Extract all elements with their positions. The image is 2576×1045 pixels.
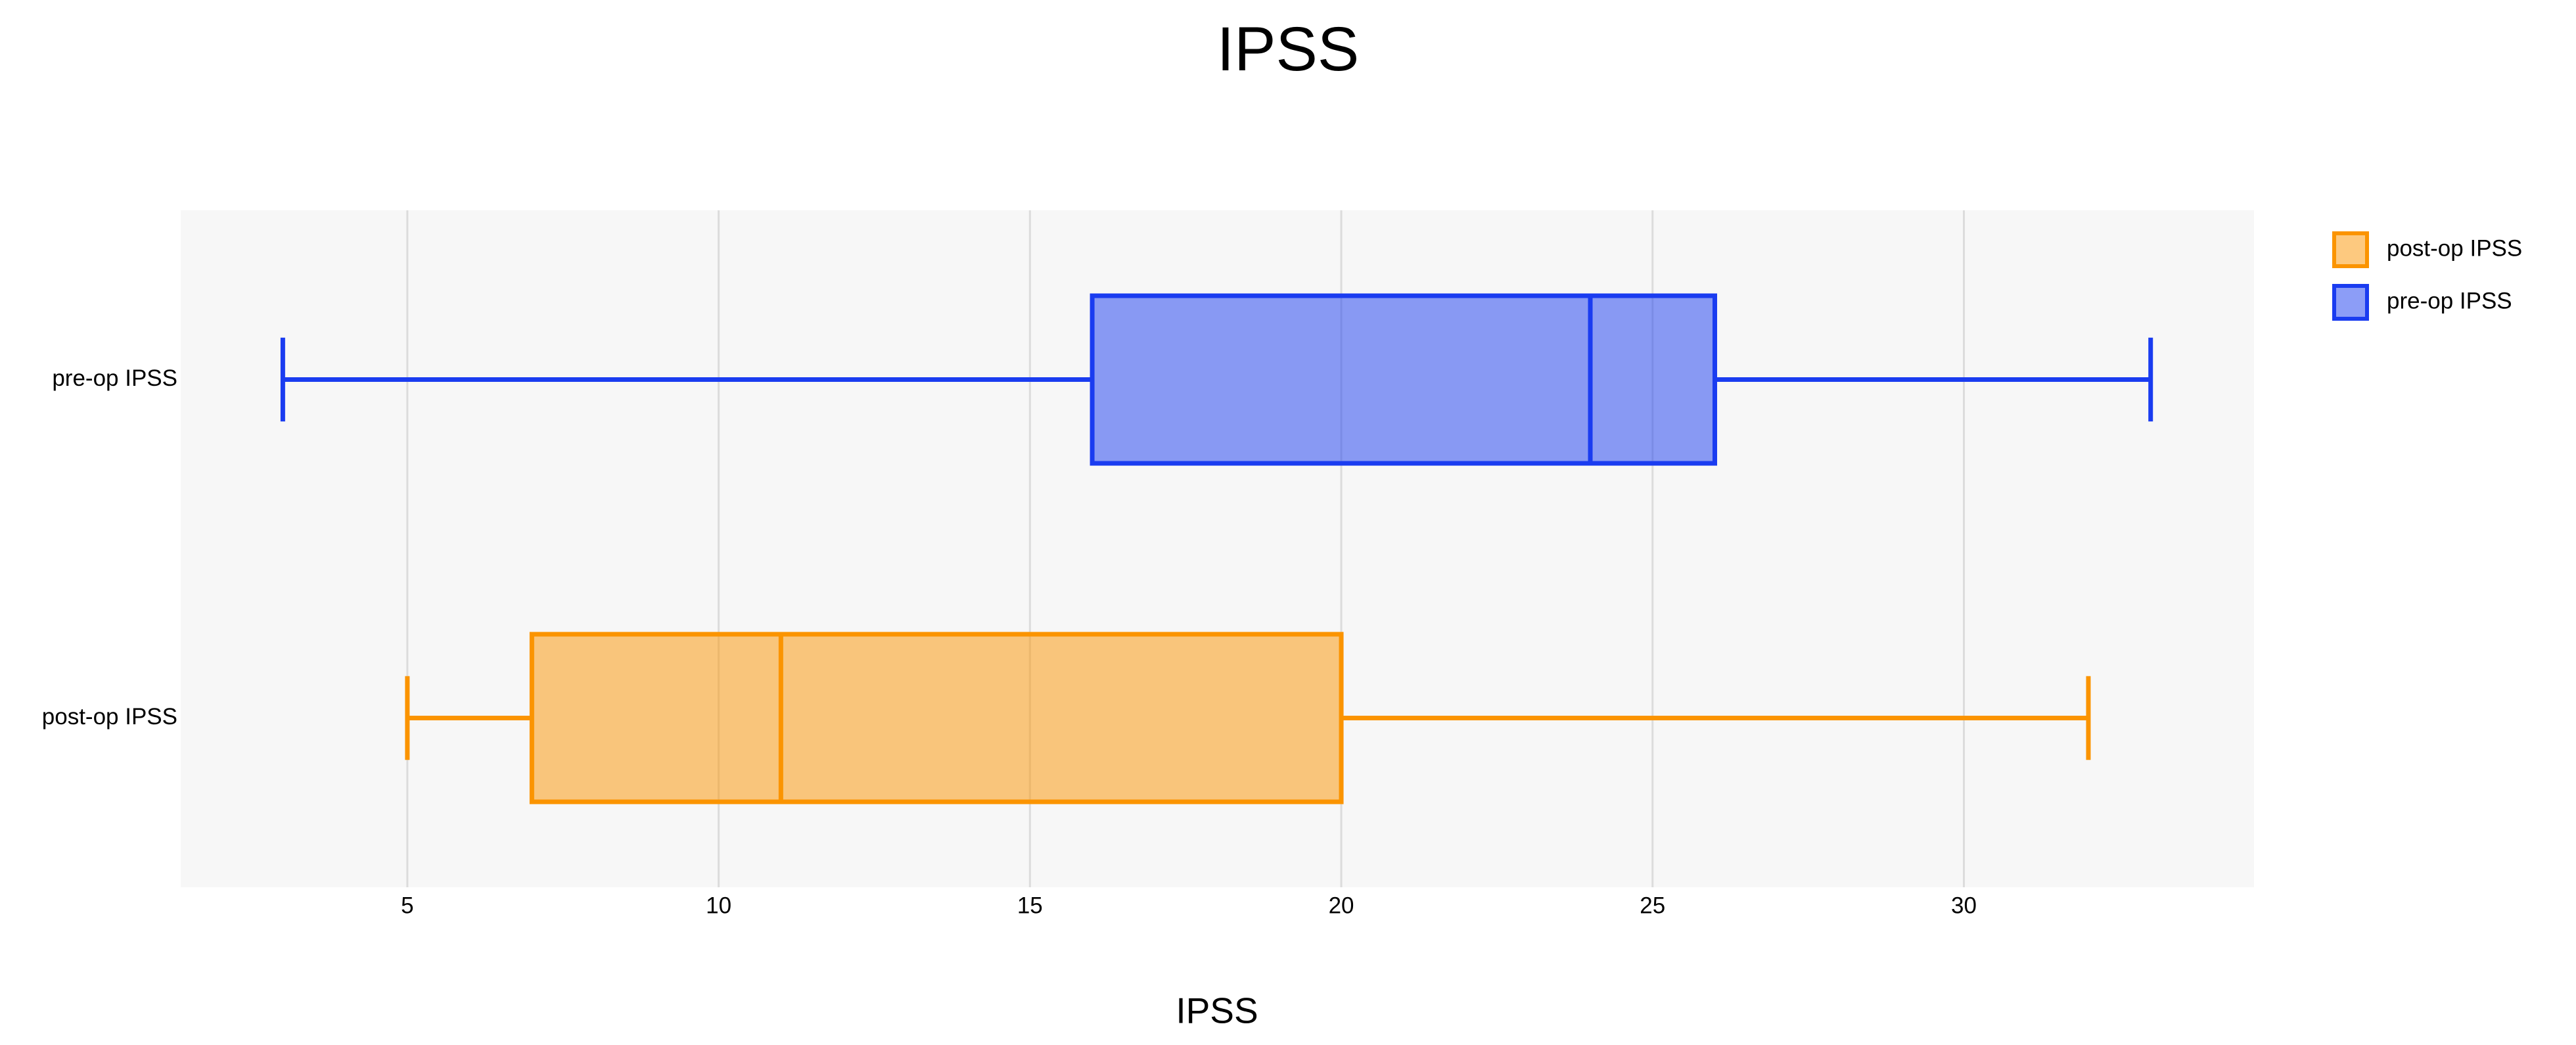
x-tick-label: 5	[401, 893, 413, 918]
y-tick-label: post-op IPSS	[42, 704, 177, 730]
x-tick-label: 20	[1329, 893, 1354, 918]
legend-swatch	[2332, 231, 2369, 268]
legend-label: post-op IPSS	[2387, 235, 2522, 261]
chart-title: IPSS	[1217, 14, 1360, 84]
box	[529, 632, 1344, 804]
y-tick-label: pre-op IPSS	[52, 365, 177, 391]
legend-label: pre-op IPSS	[2387, 288, 2512, 314]
x-tick-label: 30	[1951, 893, 1977, 918]
x-tick-label: 10	[706, 893, 731, 918]
box	[1090, 293, 1718, 466]
x-axis-label: IPSS	[1176, 990, 1258, 1031]
x-tick-label: 25	[1640, 893, 1665, 918]
legend-swatch	[2332, 284, 2369, 321]
x-tick-label: 15	[1017, 893, 1043, 918]
